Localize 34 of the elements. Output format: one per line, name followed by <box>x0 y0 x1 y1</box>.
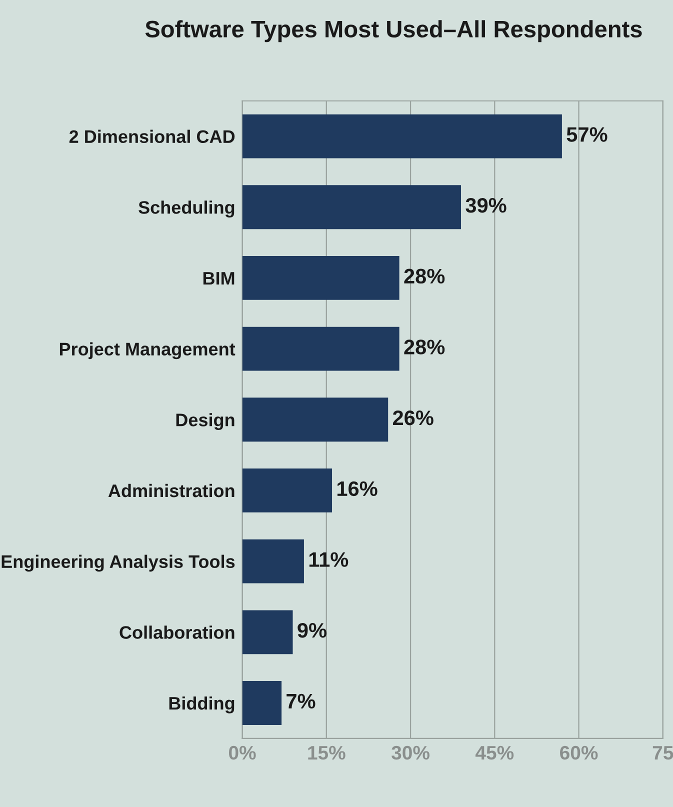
y-tick-label: Scheduling <box>138 200 234 218</box>
data-label: 11% <box>309 552 348 567</box>
chart-title: Software Types Most Used–All Respondents <box>145 20 642 42</box>
data-label: 16% <box>337 481 378 496</box>
data-label: 28% <box>404 268 445 284</box>
data-label: 39% <box>466 198 506 213</box>
data-label: 9% <box>298 622 326 638</box>
y-tick-label: Engineering Analysis Tools <box>2 554 235 572</box>
bar <box>242 398 388 442</box>
bar <box>242 610 293 654</box>
y-tick-label: Bidding <box>169 696 234 714</box>
y-tick-label: Project Management <box>60 342 236 360</box>
bar <box>242 114 562 158</box>
data-label: 7% <box>286 694 316 709</box>
bar <box>242 681 282 725</box>
bar <box>242 326 400 371</box>
data-label: 26% <box>392 410 434 426</box>
data-label: 28% <box>404 340 445 354</box>
x-tick-label: 30% <box>392 746 430 760</box>
y-tick-label: Administration <box>108 484 234 498</box>
bar <box>242 256 400 300</box>
bar <box>242 539 304 584</box>
x-tick-label: 45% <box>475 746 514 760</box>
bar <box>242 185 462 230</box>
data-label: 57% <box>566 127 608 142</box>
x-tick-label: 0% <box>228 746 256 760</box>
y-tick-label: Design <box>176 413 234 430</box>
x-tick-label: 60% <box>560 746 598 760</box>
y-tick-label: Collaboration <box>120 626 234 639</box>
y-tick-label: BIM <box>203 272 234 285</box>
y-tick-label: 2 Dimensional CAD <box>69 130 235 144</box>
bar <box>242 468 332 512</box>
x-tick-label: 15% <box>308 746 346 760</box>
x-tick-label: 75 <box>652 746 673 760</box>
